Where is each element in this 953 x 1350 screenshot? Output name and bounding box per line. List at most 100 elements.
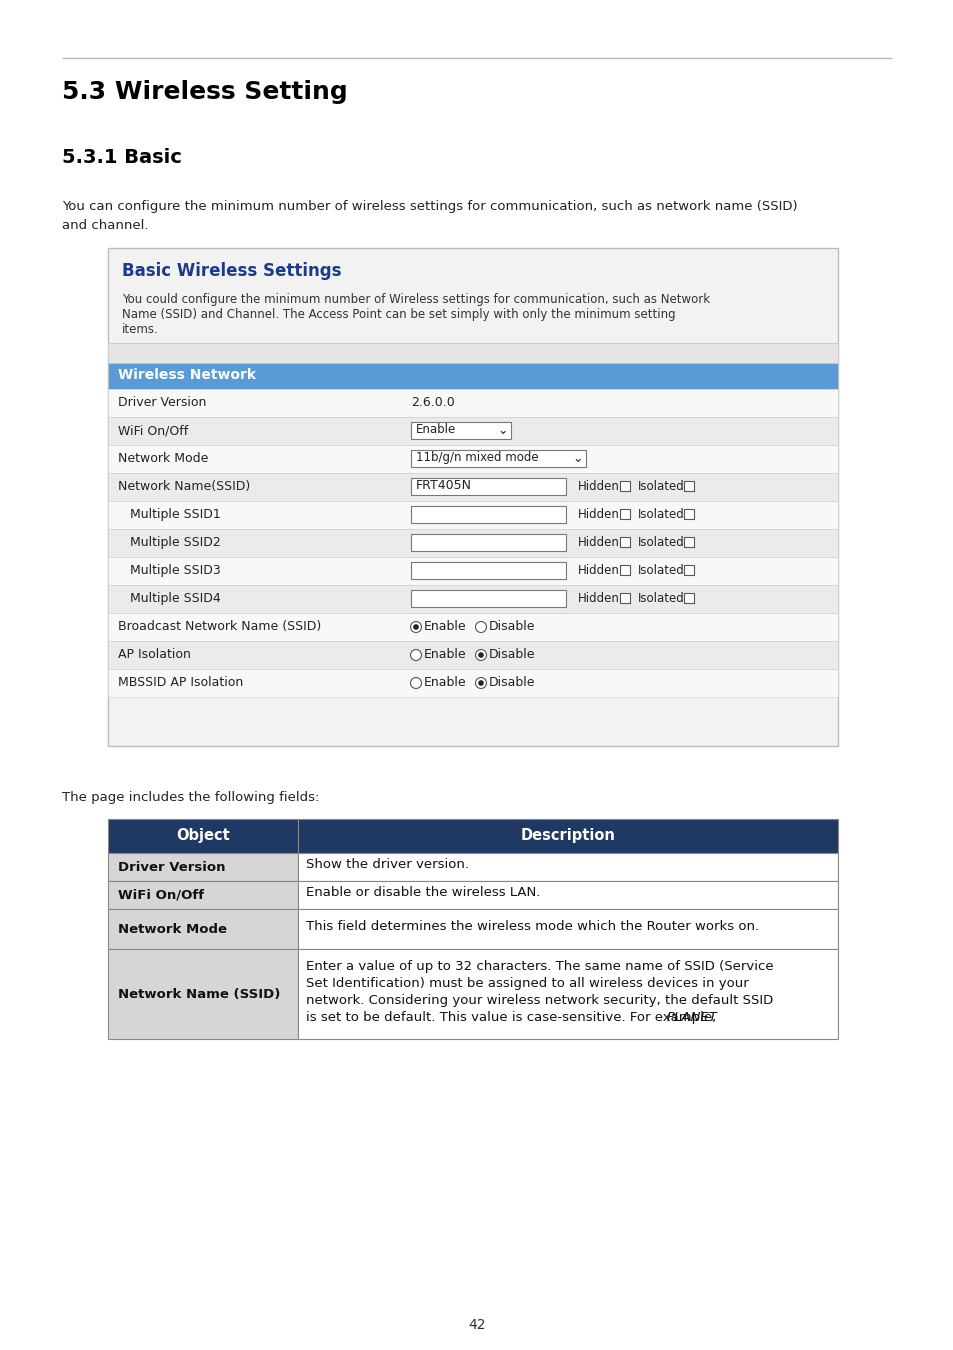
Bar — [411, 478, 565, 495]
Text: Object: Object — [176, 828, 230, 842]
Bar — [619, 566, 629, 575]
Text: Broadcast Network Name (SSID): Broadcast Network Name (SSID) — [118, 620, 321, 633]
Bar — [411, 506, 565, 522]
Text: and channel.: and channel. — [62, 219, 149, 232]
Text: Driver Version: Driver Version — [118, 396, 206, 409]
Text: Isolated: Isolated — [638, 508, 684, 521]
Bar — [619, 481, 629, 491]
Circle shape — [410, 678, 421, 688]
Bar — [108, 819, 837, 853]
Bar — [108, 501, 837, 529]
Text: Network Name (SSID): Network Name (SSID) — [118, 988, 280, 1000]
Text: Enable: Enable — [416, 423, 456, 436]
Text: Show the driver version.: Show the driver version. — [306, 859, 469, 872]
Bar — [108, 389, 837, 417]
Bar — [619, 509, 629, 518]
Text: is set to be default. This value is case-sensitive. For example,: is set to be default. This value is case… — [306, 1011, 720, 1025]
Text: WiFi On/Off: WiFi On/Off — [118, 424, 188, 437]
Text: Enable: Enable — [423, 620, 466, 633]
Circle shape — [475, 649, 486, 660]
Bar — [108, 909, 297, 949]
Text: Hidden: Hidden — [578, 481, 619, 493]
Bar — [108, 613, 837, 641]
Text: Multiple SSID4: Multiple SSID4 — [130, 593, 220, 605]
Circle shape — [477, 652, 483, 657]
Text: WiFi On/Off: WiFi On/Off — [118, 890, 204, 902]
Bar — [108, 585, 837, 613]
Bar — [108, 343, 837, 363]
Text: Isolated: Isolated — [638, 481, 684, 493]
Bar — [683, 537, 693, 547]
Bar — [108, 248, 837, 747]
Bar — [619, 537, 629, 547]
Circle shape — [410, 649, 421, 660]
Text: Multiple SSID1: Multiple SSID1 — [130, 508, 220, 521]
Text: Enter a value of up to 32 characters. The same name of SSID (Service: Enter a value of up to 32 characters. Th… — [306, 960, 773, 973]
Text: FRT405N: FRT405N — [416, 479, 472, 491]
Bar — [683, 566, 693, 575]
Text: Description: Description — [520, 828, 615, 842]
Bar — [411, 423, 511, 439]
Text: Enable or disable the wireless LAN.: Enable or disable the wireless LAN. — [306, 887, 539, 899]
Bar — [683, 481, 693, 491]
Bar — [108, 472, 837, 501]
Text: 5.3.1 Basic: 5.3.1 Basic — [62, 148, 182, 167]
Bar — [108, 949, 297, 1040]
Text: items.: items. — [122, 323, 158, 336]
Bar — [108, 446, 837, 472]
Bar — [108, 670, 837, 697]
Bar — [297, 949, 837, 1040]
Text: 2.6.0.0: 2.6.0.0 — [411, 396, 455, 409]
Text: Set Identification) must be assigned to all wireless devices in your: Set Identification) must be assigned to … — [306, 977, 748, 990]
Bar — [411, 590, 565, 608]
Bar — [297, 909, 837, 949]
Text: AP Isolation: AP Isolation — [118, 648, 191, 662]
Text: Network Mode: Network Mode — [118, 452, 208, 464]
Text: Hidden: Hidden — [578, 593, 619, 605]
Text: MBSSID AP Isolation: MBSSID AP Isolation — [118, 676, 243, 688]
Text: You could configure the minimum number of Wireless settings for communication, s: You could configure the minimum number o… — [122, 293, 709, 306]
Text: Disable: Disable — [489, 676, 535, 688]
Bar — [683, 593, 693, 603]
Circle shape — [477, 680, 483, 686]
Text: You can configure the minimum number of wireless settings for communication, suc: You can configure the minimum number of … — [62, 200, 797, 213]
Text: Multiple SSID3: Multiple SSID3 — [130, 564, 220, 576]
Text: Disable: Disable — [489, 648, 535, 662]
Text: Name (SSID) and Channel. The Access Point can be set simply with only the minimu: Name (SSID) and Channel. The Access Poin… — [122, 308, 675, 321]
Text: This field determines the wireless mode which the Router works on.: This field determines the wireless mode … — [306, 921, 759, 933]
Text: 11b/g/n mixed mode: 11b/g/n mixed mode — [416, 451, 538, 464]
Text: Basic Wireless Settings: Basic Wireless Settings — [122, 262, 341, 279]
Bar — [108, 882, 297, 909]
Text: Hidden: Hidden — [578, 508, 619, 521]
Text: ⌄: ⌄ — [572, 452, 582, 464]
Text: Wireless Network: Wireless Network — [118, 369, 255, 382]
Text: Network Mode: Network Mode — [118, 923, 227, 936]
Text: Enable: Enable — [423, 648, 466, 662]
Bar — [411, 450, 585, 467]
Text: network. Considering your wireless network security, the default SSID: network. Considering your wireless netwo… — [306, 994, 773, 1007]
Text: ⌄: ⌄ — [497, 424, 507, 437]
Bar — [108, 529, 837, 558]
Text: 5.3 Wireless Setting: 5.3 Wireless Setting — [62, 80, 348, 104]
Bar — [297, 853, 837, 882]
Bar — [108, 363, 837, 389]
Bar — [108, 558, 837, 585]
Text: Multiple SSID2: Multiple SSID2 — [130, 536, 220, 549]
Text: The page includes the following fields:: The page includes the following fields: — [62, 791, 319, 805]
Text: Isolated: Isolated — [638, 593, 684, 605]
Text: Driver Version: Driver Version — [118, 861, 225, 873]
Text: 42: 42 — [468, 1318, 485, 1332]
Text: Isolated: Isolated — [638, 564, 684, 576]
Circle shape — [410, 621, 421, 633]
Circle shape — [475, 621, 486, 633]
Text: Hidden: Hidden — [578, 564, 619, 576]
Bar — [108, 641, 837, 670]
Bar — [411, 535, 565, 551]
Text: Enable: Enable — [423, 676, 466, 688]
Text: Isolated: Isolated — [638, 536, 684, 549]
Bar — [683, 509, 693, 518]
Bar — [108, 417, 837, 446]
Circle shape — [413, 624, 418, 630]
Circle shape — [475, 678, 486, 688]
Bar — [108, 853, 297, 882]
